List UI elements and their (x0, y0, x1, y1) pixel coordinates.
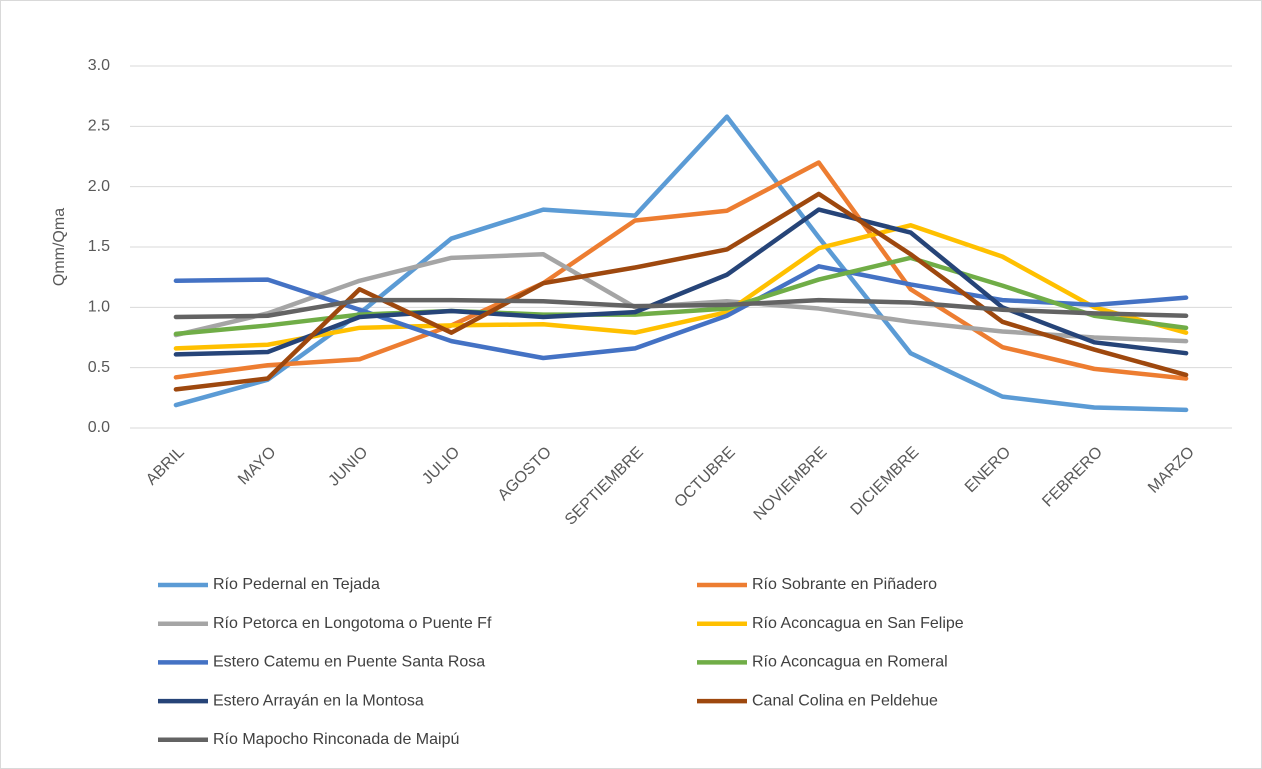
y-tick-label: 1.5 (88, 238, 110, 255)
y-tick-label: 0.5 (88, 359, 110, 376)
y-tick-label: 2.0 (88, 178, 110, 195)
series-line (173, 207, 1189, 357)
legend-label: Estero Arrayán en la Montosa (213, 692, 424, 709)
series-line (173, 160, 1189, 381)
legend-label: Río Sobrante en Piñadero (752, 576, 937, 593)
y-tick-label: 1.0 (88, 299, 110, 316)
legend-label: Río Aconcagua en Romeral (752, 654, 948, 671)
y-tick-label: 2.5 (88, 118, 110, 135)
series-line (173, 297, 1189, 320)
legend-label: Río Pedernal en Tejada (213, 576, 380, 593)
series-line (173, 255, 1189, 337)
legend-label: Canal Colina en Peldehue (752, 692, 938, 709)
legend-label: Río Mapocho Rinconada de Maipú (213, 731, 459, 748)
y-tick-label: 3.0 (88, 57, 110, 74)
legend-label: Estero Catemu en Puente Santa Rosa (213, 654, 485, 671)
legend-label: Río Aconcagua en San Felipe (752, 615, 964, 632)
series-line (173, 223, 1189, 351)
y-axis-label: Qmm/Qma (51, 208, 68, 286)
legend-label: Río Petorca en Longotoma o Puente Ff (213, 615, 492, 632)
y-tick-label: 0.0 (88, 419, 110, 436)
